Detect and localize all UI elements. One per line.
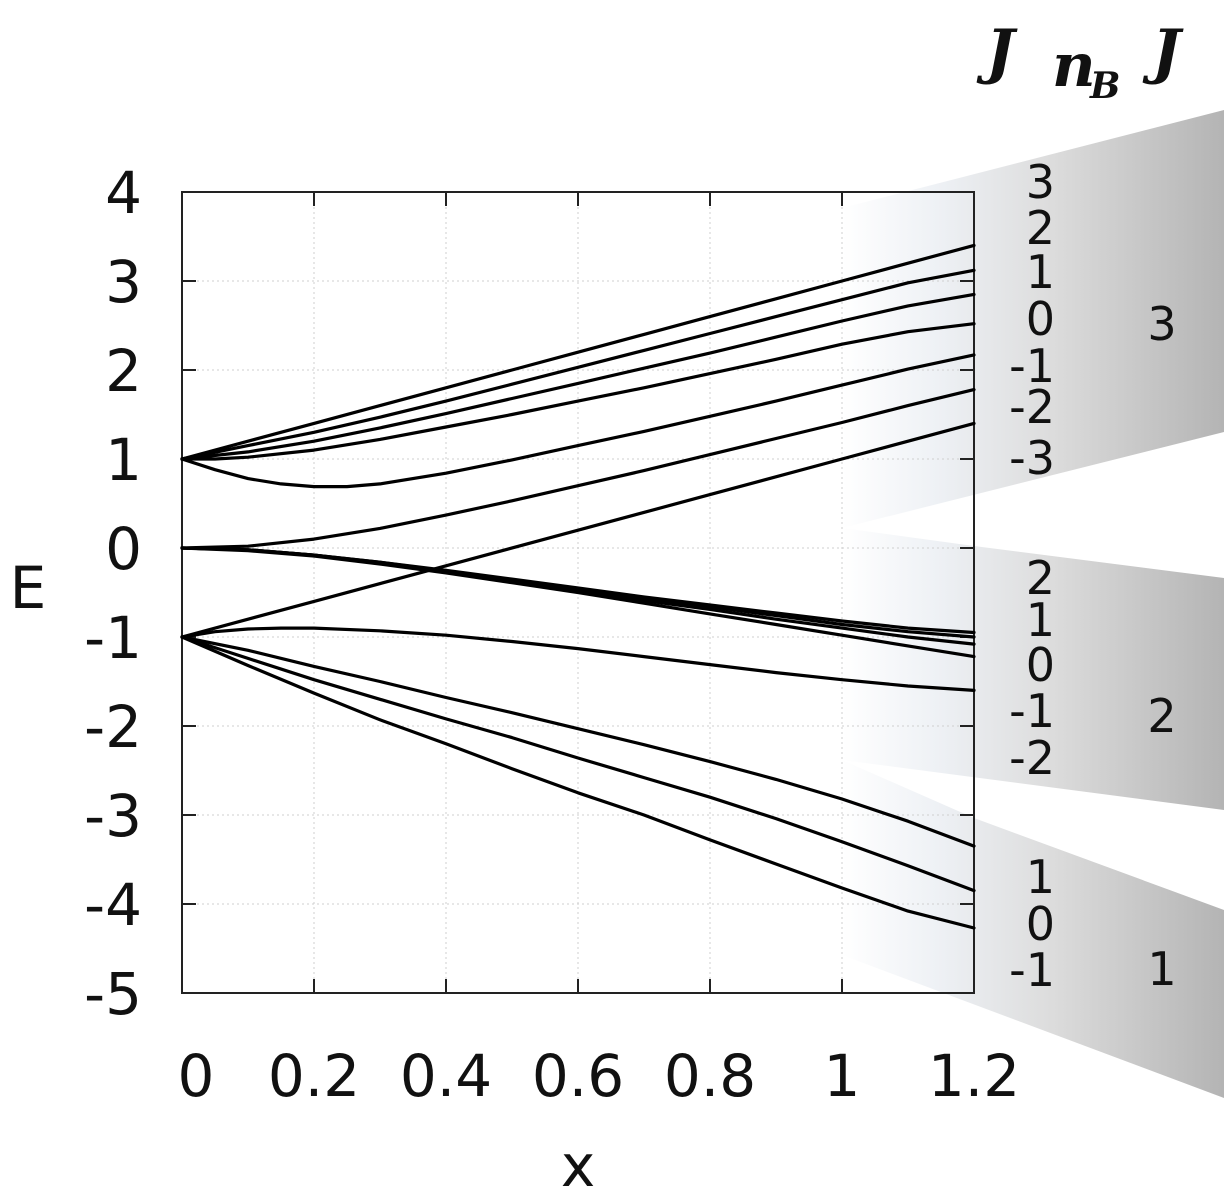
level-label-j1: -1 xyxy=(1009,943,1055,997)
level-label-j3: -3 xyxy=(1009,431,1055,485)
group-label-j1: 1 xyxy=(1147,942,1176,996)
x-tick-label: 1 xyxy=(824,1042,861,1110)
level-label-j3: 2 xyxy=(1026,201,1055,255)
series-line-j3-nb--1 xyxy=(180,353,976,489)
level-label-j3: -2 xyxy=(1009,380,1055,434)
series-line-j3-nb--2 xyxy=(180,388,976,550)
x-axis-title: x xyxy=(561,1132,595,1200)
y-tick-label: -3 xyxy=(84,782,142,850)
level-label-j2: -2 xyxy=(1009,731,1055,785)
level-label-j3: 0 xyxy=(1026,292,1055,346)
series-line-j1-nb-1 xyxy=(180,635,976,848)
y-tick-label: 2 xyxy=(105,337,142,405)
group-shades xyxy=(842,110,1224,1098)
series-line-j3-nb-1 xyxy=(180,292,976,461)
series-line-j3-nb-3 xyxy=(180,243,976,461)
y-tick-label: 1 xyxy=(105,426,142,494)
shade-group-j3 xyxy=(842,110,1224,528)
x-tick-label: 1.2 xyxy=(928,1042,1020,1110)
x-tick-labels: 0 0.2 0.4 0.6 0.8 1 1.2 xyxy=(178,1042,1021,1110)
level-label-j1: 0 xyxy=(1026,897,1055,951)
header-nb-main: n xyxy=(1052,31,1096,101)
group-label-j2: 2 xyxy=(1147,689,1176,743)
y-tick-labels: -5 -4 -3 -2 -1 0 1 2 3 4 xyxy=(84,159,142,1028)
y-tick-label: 4 xyxy=(105,159,142,227)
level-label-j2: 2 xyxy=(1026,551,1055,605)
series-line-j3-nb-2 xyxy=(180,268,976,461)
series-line-j2-nb--2 xyxy=(180,626,976,692)
level-label-j3: -1 xyxy=(1009,339,1055,393)
level-label-j2: -1 xyxy=(1009,684,1055,738)
y-tick-label: -4 xyxy=(84,871,142,939)
series-line-j3-nb--3 xyxy=(180,421,976,639)
header-j-left: J xyxy=(976,17,1018,87)
level-label-j2: 0 xyxy=(1026,638,1055,692)
y-axis-title: E xyxy=(10,554,47,622)
series-line-j2-nb--1 xyxy=(180,546,976,659)
x-tick-label: 0 xyxy=(178,1042,215,1110)
shade-group-j1 xyxy=(842,760,1224,1098)
series-line-j1-nb--1 xyxy=(180,635,976,930)
level-label-j3: 3 xyxy=(1026,155,1055,209)
y-tick-label: 3 xyxy=(105,248,142,316)
header-j-right: J xyxy=(1142,17,1184,87)
group-label-j3: 3 xyxy=(1147,297,1176,351)
header: J n B J xyxy=(976,17,1184,107)
y-tick-label: -2 xyxy=(84,693,142,761)
x-tick-label: 0.4 xyxy=(400,1042,492,1110)
shade-group-j2 xyxy=(842,528,1224,810)
series-line-j3-nb-0 xyxy=(180,322,976,461)
level-label-j1: 1 xyxy=(1026,850,1055,904)
level-label-j3: 1 xyxy=(1026,245,1055,299)
x-tick-label: 0.8 xyxy=(664,1042,756,1110)
series-lines xyxy=(180,243,976,930)
y-tick-label: -5 xyxy=(84,960,142,1028)
x-tick-label: 0.6 xyxy=(532,1042,624,1110)
y-tick-label: 0 xyxy=(105,515,142,583)
y-tick-label: -1 xyxy=(84,604,142,672)
series-line-j1-nb-0 xyxy=(180,635,976,893)
x-tick-label: 0.2 xyxy=(268,1042,360,1110)
level-label-j2: 1 xyxy=(1026,593,1055,647)
header-nb-sub: B xyxy=(1089,65,1120,107)
group-labels: 3 2 1 xyxy=(1147,297,1176,996)
